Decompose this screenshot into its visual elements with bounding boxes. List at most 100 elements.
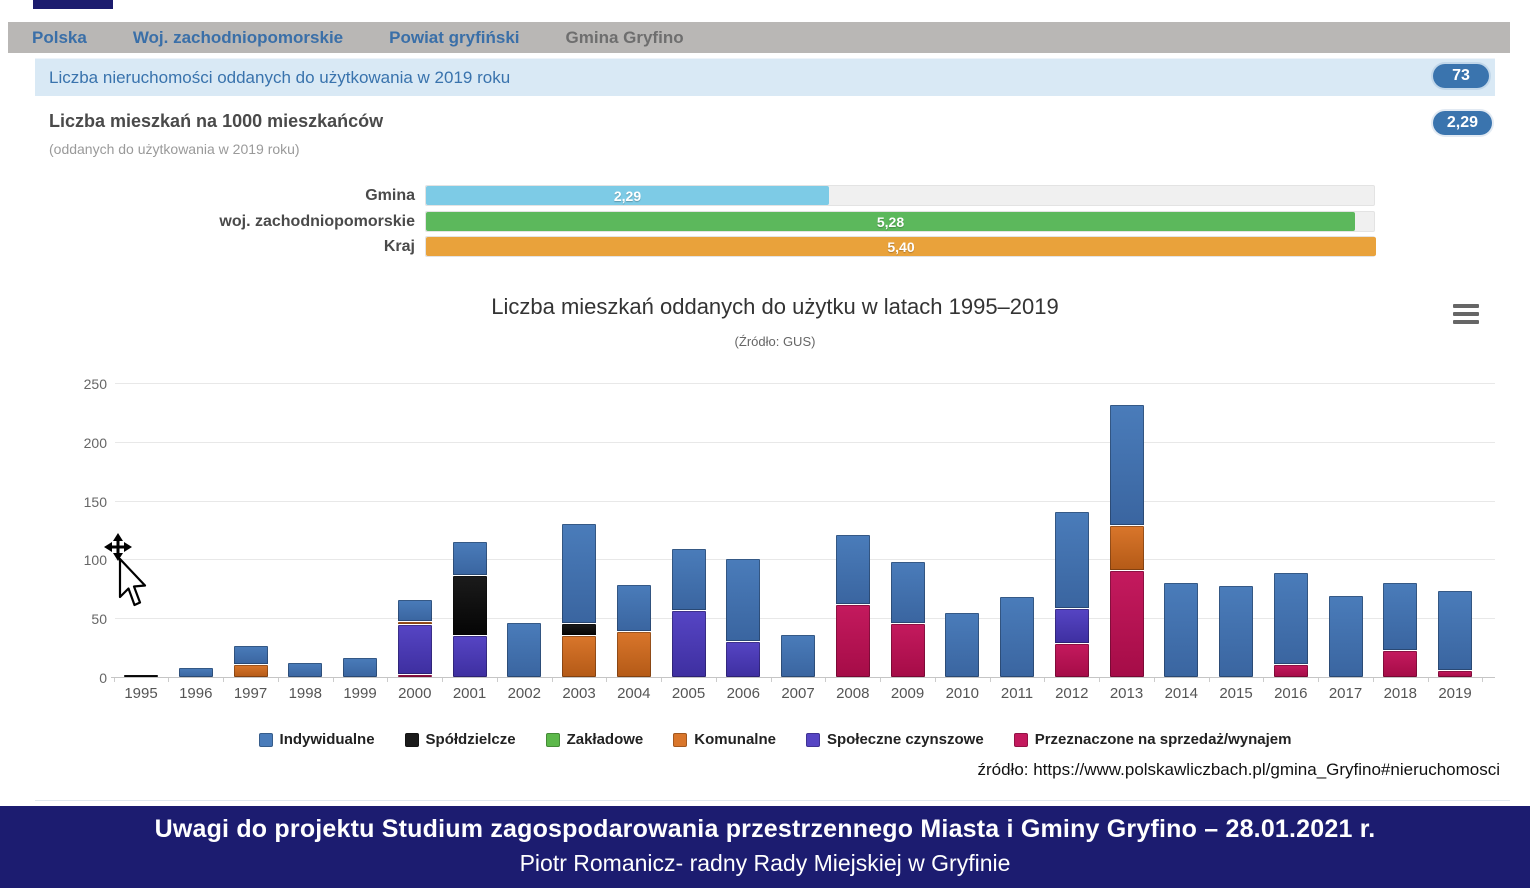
slide-top-bar	[33, 0, 113, 9]
bar-segment	[1164, 583, 1199, 677]
legend-item[interactable]: Spółdzielcze	[404, 731, 516, 748]
compare-track: 5,28	[425, 211, 1375, 232]
bar-1997[interactable]	[233, 646, 268, 677]
bar-2006[interactable]	[726, 559, 761, 677]
bar-2003[interactable]	[562, 524, 596, 677]
x-axis-tick	[1099, 678, 1101, 682]
legend-label: Indywidualne	[279, 731, 375, 748]
y-axis-label: 250	[83, 376, 107, 392]
bar-segment	[1054, 512, 1089, 609]
x-axis-label: 2019	[1438, 685, 1472, 702]
y-axis-label: 200	[83, 434, 107, 451]
x-axis-label: 2006	[726, 685, 760, 702]
bar-2015[interactable]	[1219, 586, 1253, 677]
bar-2017[interactable]	[1328, 596, 1363, 677]
bar-2019[interactable]	[1438, 591, 1472, 677]
bar-segment	[616, 632, 651, 677]
bar-segment	[343, 658, 377, 677]
compare-label: woj. zachodniopomorskie	[219, 213, 415, 230]
stat-label: Liczba nieruchomości oddanych do użytkow…	[49, 68, 511, 87]
legend-label: Społeczne czynszowe	[826, 731, 984, 748]
legend-swatch-icon	[673, 732, 688, 747]
chart-title: Liczba mieszkań oddanych do użytku w lat…	[491, 294, 1059, 319]
legend-item[interactable]: Komunalne	[673, 731, 776, 748]
bar-1998[interactable]	[288, 663, 323, 677]
compare-track: 5,40	[425, 236, 1376, 257]
bar-segment	[945, 613, 980, 677]
bar-segment	[1383, 651, 1418, 677]
bar-2014[interactable]	[1164, 583, 1199, 677]
gridline	[115, 618, 1495, 620]
x-axis-tick	[1482, 678, 1484, 682]
x-axis-label: 2018	[1383, 685, 1417, 702]
bar-2000[interactable]	[397, 600, 432, 677]
bar-segment	[397, 622, 432, 625]
bar-segment	[178, 668, 213, 677]
breadcrumb-item[interactable]: Woj. zachodniopomorskie	[132, 27, 344, 47]
legend-swatch-icon	[1013, 732, 1028, 747]
compare-bar: 5,40	[426, 237, 1376, 256]
bar-segment	[452, 542, 487, 576]
x-axis-tick	[989, 678, 991, 682]
x-axis-tick	[825, 678, 827, 682]
legend-swatch-icon	[805, 732, 820, 747]
bar-segment	[1383, 583, 1418, 651]
stat-badge: 73	[1433, 64, 1489, 88]
legend-label: Komunalne	[694, 731, 776, 748]
bar-2002[interactable]	[507, 623, 542, 677]
legend-item[interactable]: Społeczne czynszowe	[805, 731, 984, 748]
bar-2011[interactable]	[1000, 597, 1034, 677]
bar-segment	[397, 675, 432, 677]
bar-2013[interactable]	[1109, 405, 1144, 677]
x-axis-label: 2007	[781, 685, 815, 702]
x-axis-tick	[551, 678, 553, 682]
x-axis-label: 2015	[1219, 685, 1253, 702]
bar-segment	[835, 535, 870, 605]
y-axis-label: 100	[83, 552, 107, 569]
stat-row-properties: Liczba nieruchomości oddanych do użytkow…	[35, 58, 1495, 96]
compare-row: Gmina 2,29	[35, 185, 1510, 206]
bar-2004[interactable]	[616, 585, 651, 677]
bar-segment	[1000, 597, 1034, 677]
bar-1995[interactable]	[124, 675, 158, 677]
bar-2007[interactable]	[781, 635, 815, 677]
bar-segment	[1328, 596, 1363, 677]
bar-segment	[726, 642, 761, 677]
legend-item[interactable]: Zakładowe	[545, 731, 644, 748]
bar-2005[interactable]	[671, 549, 706, 677]
x-axis-tick	[277, 678, 279, 682]
breadcrumb: Polska Woj. zachodniopomorskie Powiat gryf…	[8, 22, 1510, 53]
legend-item[interactable]: Indywidualne	[258, 731, 375, 748]
bar-segment	[124, 675, 158, 677]
breadcrumb-item[interactable]: Powiat gryfiński	[389, 27, 520, 47]
x-axis-label: 2001	[452, 685, 487, 702]
breadcrumb-item[interactable]: Polska	[32, 27, 87, 47]
legend-item[interactable]: Przeznaczone na sprzedaż/wynajem	[1013, 731, 1292, 748]
bar-2009[interactable]	[890, 562, 925, 677]
gridline	[115, 500, 1495, 502]
legend-label: Zakładowe	[566, 731, 644, 748]
bar-1999[interactable]	[343, 658, 377, 677]
stat-sublabel: (oddanych do użytkowania w 2019 roku)	[49, 141, 300, 157]
bar-2001[interactable]	[452, 542, 487, 677]
bar-1996[interactable]	[178, 668, 213, 677]
bar-segment	[452, 636, 487, 677]
bar-2008[interactable]	[835, 535, 870, 677]
compare-label: Kraj	[383, 238, 415, 255]
x-axis-tick	[496, 678, 498, 682]
x-axis-tick	[770, 678, 772, 682]
bar-2016[interactable]	[1273, 573, 1308, 677]
bar-segment	[1109, 571, 1144, 677]
x-axis-label: 2000	[398, 685, 432, 702]
bar-2018[interactable]	[1383, 583, 1418, 677]
plot-area: 0 50 100 150 200 250 1995 1996 1997 1998 1999 2000 2…	[84, 376, 1495, 702]
x-axis-tick	[442, 678, 444, 682]
legend-label: Przeznaczone na sprzedaż/wynajem	[1034, 731, 1292, 748]
breadcrumb-item: Gmina Gryfino	[565, 27, 684, 47]
bar-2012[interactable]	[1054, 512, 1089, 677]
bar-2010[interactable]	[945, 613, 980, 677]
x-axis-tick	[1318, 678, 1320, 682]
gridline	[115, 383, 1495, 384]
chart-menu-icon[interactable]	[1453, 304, 1479, 324]
